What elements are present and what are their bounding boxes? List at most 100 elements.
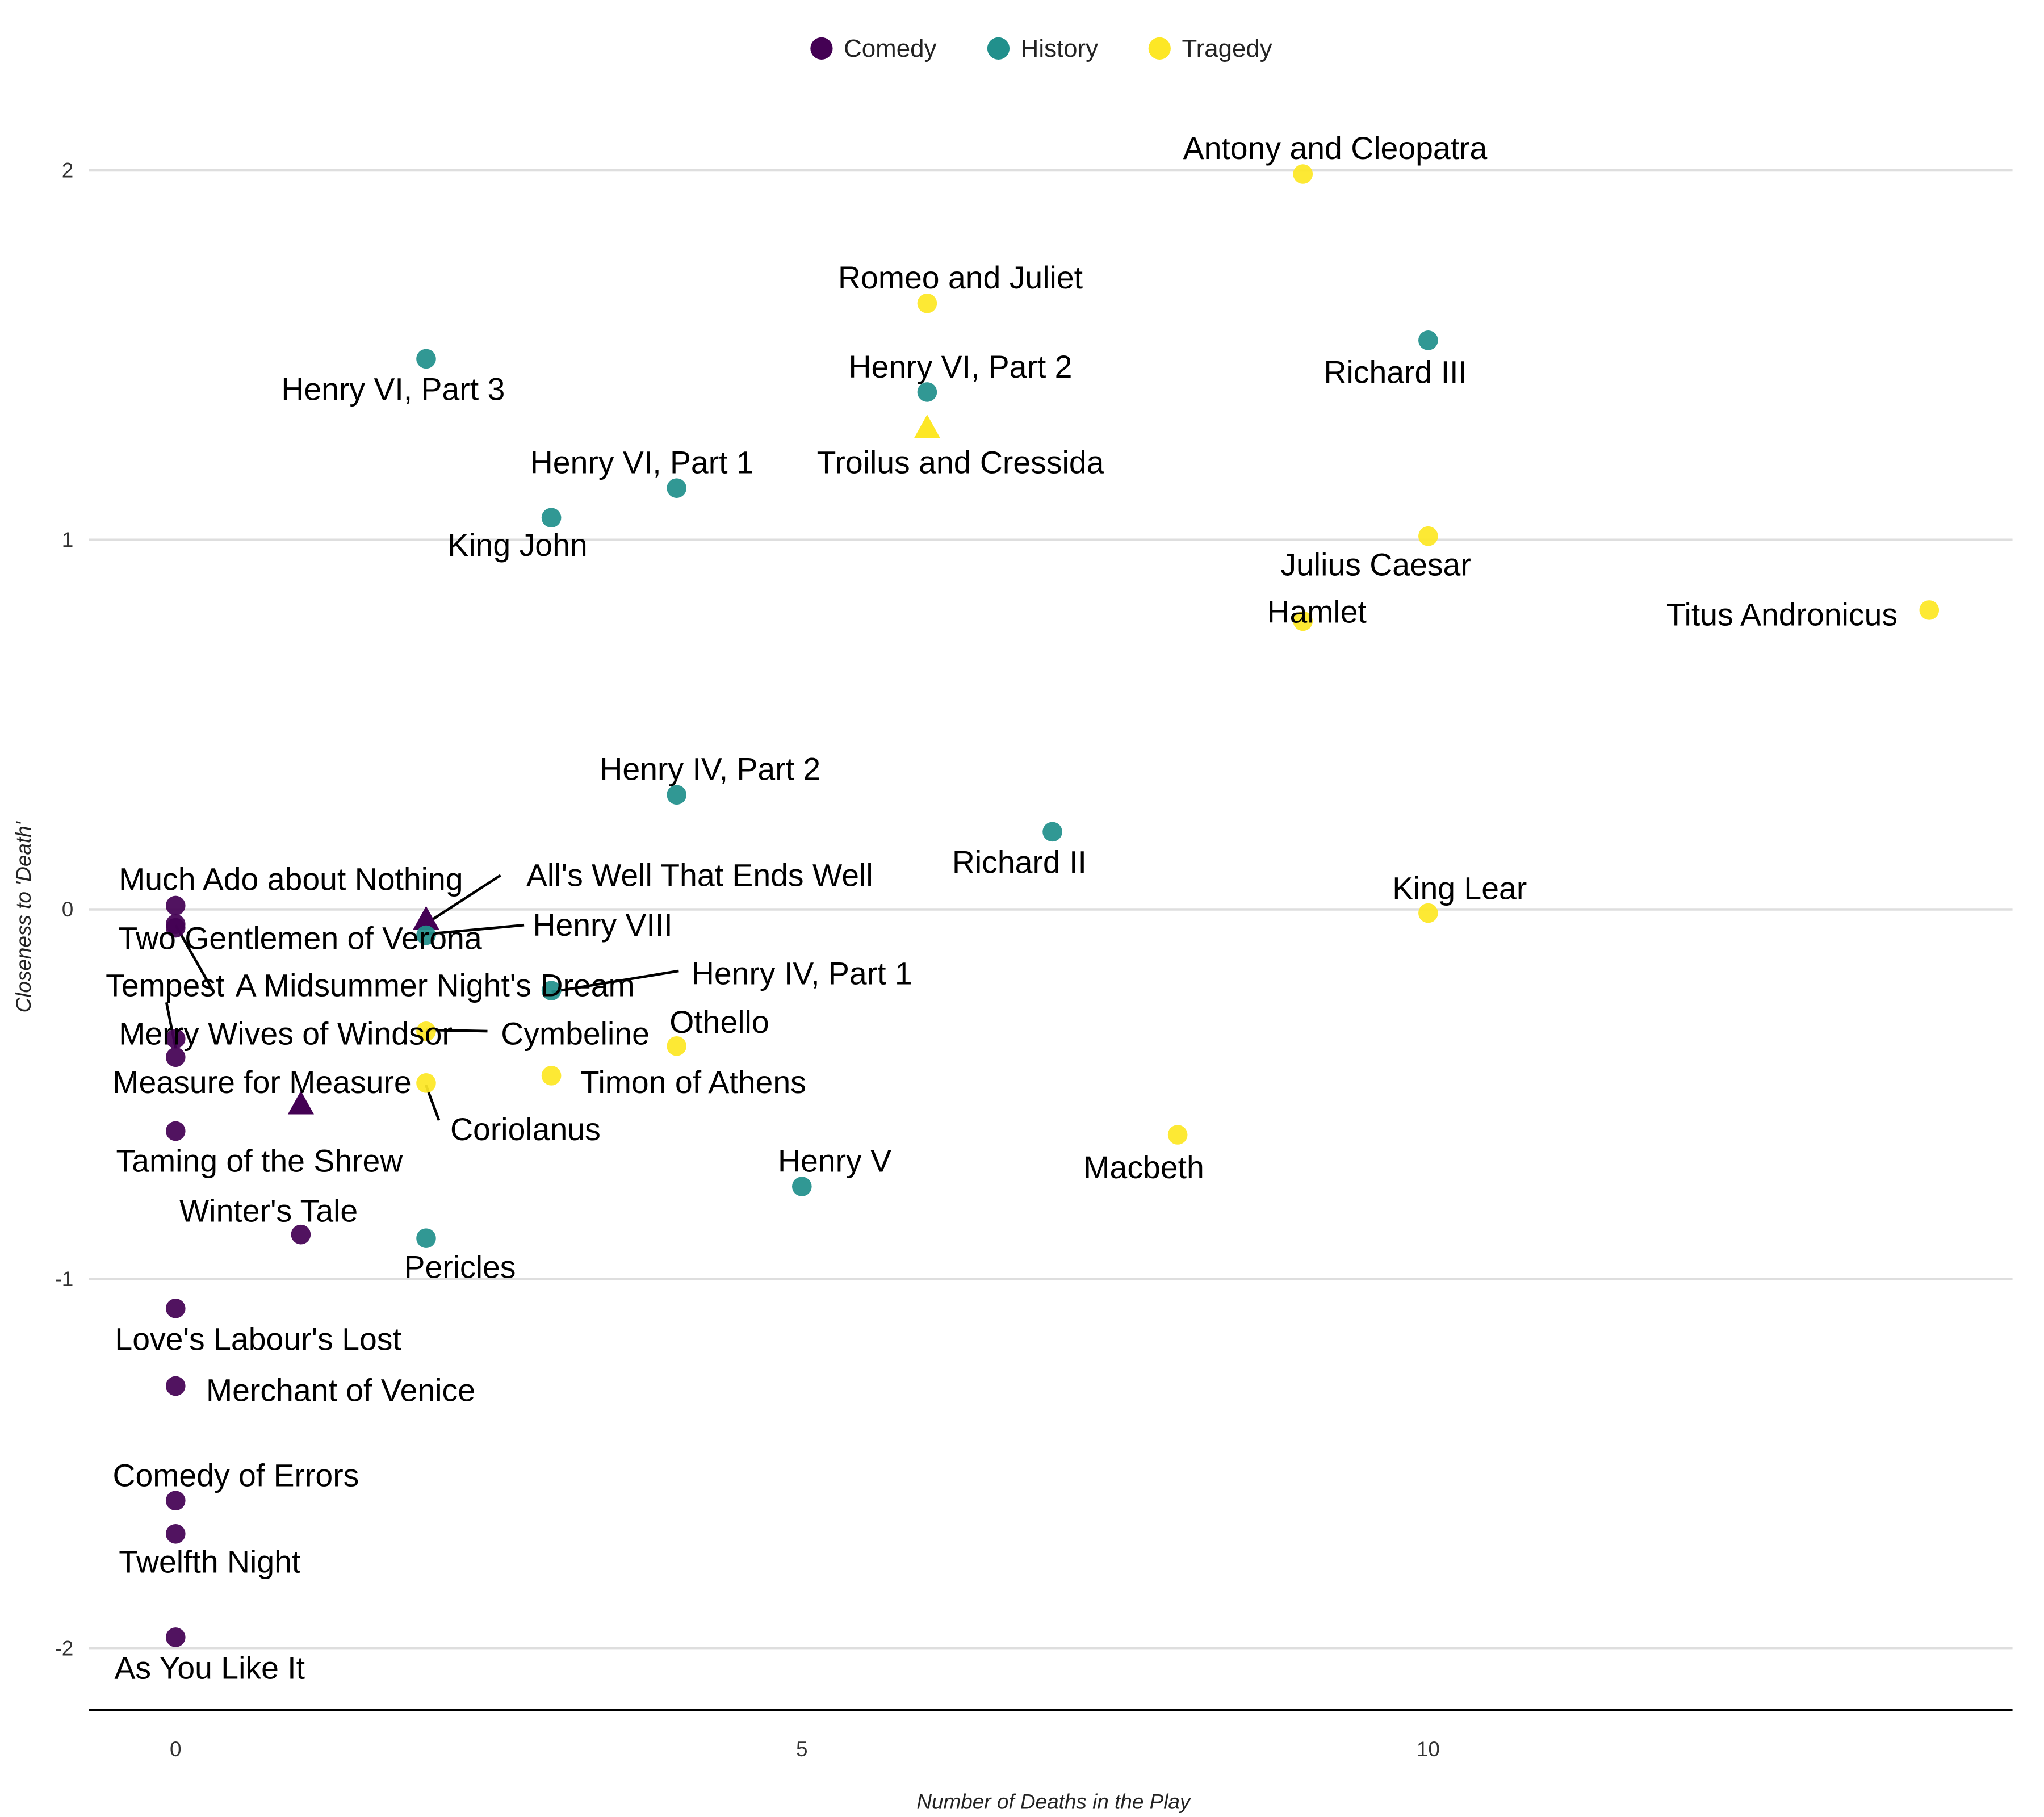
point-label: Titus Andronicus [1666, 597, 1898, 632]
x-tick-label: 10 [1417, 1738, 1440, 1761]
point [165, 1491, 186, 1511]
point-label: Pericles [404, 1249, 516, 1284]
point [917, 382, 937, 402]
point-label: Cymbeline [501, 1016, 650, 1052]
x-axis-title: Number of Deaths in the Play [916, 1790, 1192, 1814]
point-label: Taming of the Shrew [116, 1144, 404, 1179]
leader-line [425, 874, 501, 925]
legend-marker-comedy [810, 37, 833, 60]
point-label: Henry IV, Part 1 [692, 956, 912, 991]
point [165, 1627, 186, 1647]
point [1293, 164, 1313, 184]
point [416, 1021, 436, 1041]
point-label: Merry Wives of Windsor [119, 1016, 453, 1052]
point-label: Merchant of Venice [206, 1372, 475, 1408]
point-label: Macbeth [1083, 1150, 1204, 1185]
point-label: Henry VI, Part 1 [530, 445, 754, 480]
point-label: Henry IV, Part 2 [600, 752, 820, 787]
leader-line [551, 969, 679, 994]
point-label: Two Gentlemen of Verona [118, 920, 481, 956]
point-label: Hamlet [1267, 594, 1367, 630]
point-label: Comedy of Errors [112, 1458, 359, 1493]
point [1418, 903, 1438, 923]
point-label: Much Ado about Nothing [119, 861, 463, 897]
point-label: Henry VI, Part 3 [281, 371, 505, 407]
point [291, 1224, 311, 1245]
point [667, 785, 687, 805]
y-tick-label: 2 [62, 158, 74, 182]
leader-line [174, 924, 215, 993]
point [541, 1066, 562, 1086]
y-axis-ticks: -2 -1 0 1 2 [55, 158, 73, 1660]
point [1418, 330, 1438, 350]
point-label: All's Well That Ends Well [526, 858, 873, 893]
point-label: Othello [669, 1004, 769, 1040]
x-axis-ticks: 0 5 10 [170, 1738, 1440, 1761]
point [792, 1177, 812, 1196]
point [1919, 600, 1940, 620]
point-label: Twelfth Night [119, 1544, 300, 1580]
point-label: King John [447, 527, 587, 563]
point [165, 1523, 186, 1544]
point [165, 1028, 186, 1049]
point-label: Antony and Cleopatra [1183, 131, 1488, 166]
leader-line [425, 1028, 488, 1033]
point [917, 293, 937, 313]
point [1418, 526, 1438, 546]
point [165, 1376, 186, 1396]
gridlines [89, 169, 2013, 1650]
data-points [165, 164, 1940, 1647]
point-label: Julius Caesar [1280, 547, 1471, 583]
legend-label: History [1021, 35, 1098, 62]
point-label: Tempest [106, 968, 224, 1003]
point-label: Troilus and Cressida [817, 445, 1104, 480]
point [165, 1047, 186, 1067]
point-triangle [914, 415, 941, 438]
point [165, 918, 186, 938]
point-label: As You Like It [114, 1651, 305, 1686]
point-label: Love's Labour's Lost [115, 1321, 401, 1357]
point [1167, 1125, 1188, 1145]
point [1293, 611, 1313, 631]
y-axis-title: Closeness to 'Death' [12, 820, 35, 1012]
legend-marker-tragedy [1148, 37, 1171, 60]
point-label: Henry V [778, 1144, 891, 1179]
legend-label: Comedy [844, 35, 936, 62]
y-tick-label: 0 [62, 898, 74, 921]
leader-line [425, 923, 525, 936]
y-tick-label: 1 [62, 528, 74, 551]
x-tick-label: 0 [170, 1738, 182, 1761]
point [416, 1073, 436, 1093]
point [416, 349, 436, 369]
point-labels: Antony and Cleopatra Romeo and Juliet Rich… [106, 131, 1898, 1686]
point [541, 508, 562, 528]
point-label: Henry VIII [533, 907, 672, 943]
point-label: Measure for Measure [112, 1065, 411, 1100]
legend-label: Tragedy [1182, 35, 1272, 62]
legend-marker-history [987, 37, 1010, 60]
point [416, 1228, 436, 1248]
legend: Comedy History Tragedy [810, 35, 1272, 62]
point [1042, 822, 1062, 842]
point-label: Timon of Athens [580, 1065, 806, 1100]
point-label: A Midsummer Night's Dream [236, 968, 635, 1003]
x-tick-label: 5 [796, 1738, 808, 1761]
point [165, 1121, 186, 1141]
y-tick-label: -1 [55, 1267, 73, 1291]
point [667, 1036, 687, 1056]
point-triangle [287, 1091, 314, 1115]
point-triangle [413, 906, 439, 930]
point [165, 1299, 186, 1318]
point-label: King Lear [1392, 871, 1527, 906]
point-label: Winter's Tale [179, 1193, 358, 1228]
point-label: Coriolanus [450, 1112, 601, 1147]
point-label: Richard II [952, 844, 1087, 880]
point [667, 478, 687, 498]
point-label: Romeo and Juliet [838, 260, 1083, 295]
point [541, 981, 562, 1000]
point-label: Henry VI, Part 2 [849, 349, 1073, 384]
point [165, 895, 186, 916]
point-label: Richard III [1323, 354, 1467, 390]
point [416, 925, 436, 945]
